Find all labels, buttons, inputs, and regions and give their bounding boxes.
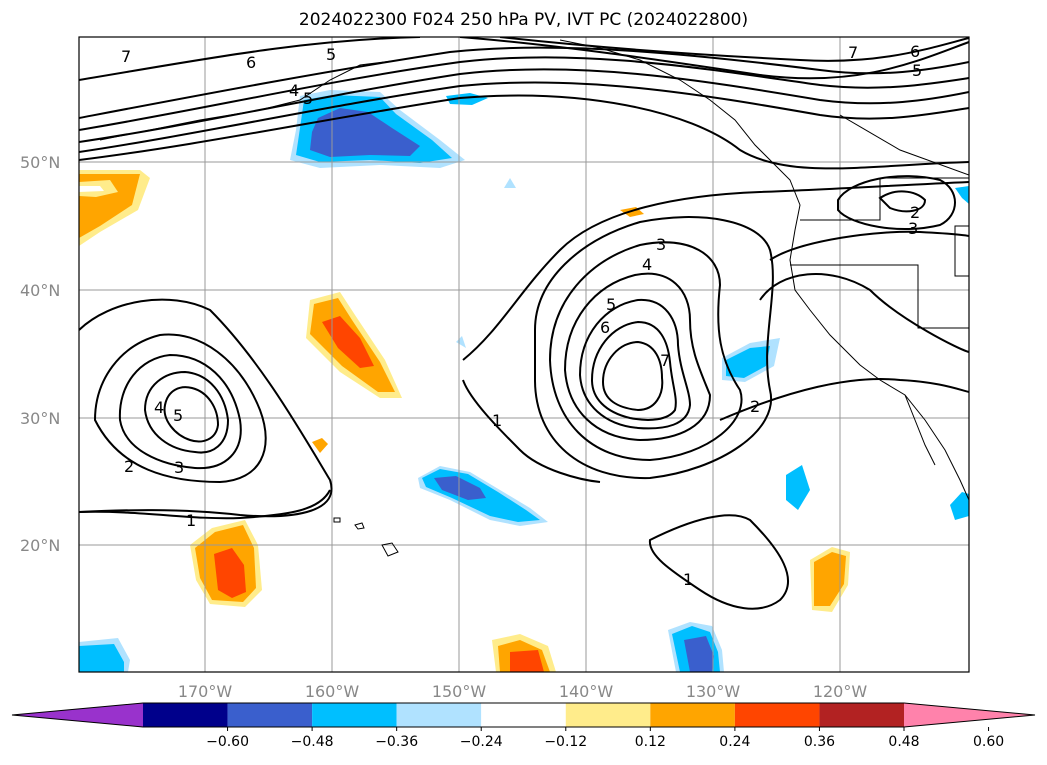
contour-label: 1 [492, 411, 502, 430]
contour-label: 5 [173, 406, 183, 425]
map-title: 2024022300 F024 250 hPa PV, IVT PC (2024… [298, 10, 749, 30]
lon-label-120w: 120°W [813, 682, 868, 701]
contour-label: 4 [642, 255, 652, 274]
contour-label: 4 [154, 398, 164, 417]
latitude-labels: 50°N 40°N 30°N 20°N [20, 153, 60, 555]
colorbar-segment [227, 703, 313, 727]
map-frame [78, 36, 970, 673]
colorbar-tick-label: 0.12 [635, 734, 666, 750]
lon-label-170w: 170°W [178, 682, 233, 701]
lat-label-50n: 50°N [20, 153, 60, 172]
contour-label: 2 [750, 397, 760, 416]
contour-label: 1 [186, 511, 196, 530]
ivt-shading [79, 90, 969, 672]
lat-label-40n: 40°N [20, 281, 60, 300]
colorbar-extend-max [904, 703, 1035, 727]
contour-label: 3 [908, 219, 918, 238]
colorbar-segment [312, 703, 397, 727]
contour-label: 1 [683, 570, 693, 589]
colorbar-tick-label: −0.60 [206, 734, 249, 750]
colorbar-segment [734, 703, 820, 727]
contour-label: 6 [600, 318, 610, 337]
contour-label: 5 [303, 89, 313, 108]
contour-label: 2 [124, 457, 134, 476]
contour-label: 6 [246, 53, 256, 72]
colorbar-extend-min [12, 703, 143, 727]
colorbar-tick-label: 0.48 [888, 734, 919, 750]
contour-label: 7 [848, 43, 858, 62]
contour-label: 3 [174, 458, 184, 477]
map-plot-area: 7 6 5 4 5 5 6 7 3 4 5 6 7 4 5 3 2 1 3 2 … [79, 37, 969, 672]
graticule [79, 37, 969, 672]
lon-label-130w: 130°W [686, 682, 741, 701]
contour-label: 2 [910, 203, 920, 222]
colorbar-segment [819, 703, 904, 727]
colorbar-tick-label: 0.60 [973, 734, 1004, 750]
colorbar-tick-label: 0.36 [804, 734, 835, 750]
colorbar-segment [650, 703, 735, 727]
colorbar-segment [396, 703, 482, 727]
colorbar-tick-label: −0.12 [544, 734, 587, 750]
contour-label: 5 [912, 61, 922, 80]
colorbar-segment [143, 703, 228, 727]
contour-label: 4 [289, 81, 299, 100]
colorbar-outline [11, 702, 1036, 728]
lat-label-20n: 20°N [20, 536, 60, 555]
contour-label: 5 [606, 295, 616, 314]
contour-label: 7 [121, 47, 131, 66]
lat-label-30n: 30°N [20, 409, 60, 428]
contour-label: 6 [910, 42, 920, 61]
contour-label: 3 [656, 235, 666, 254]
colorbar-tick-label: −0.24 [460, 734, 503, 750]
contour-label: 7 [660, 351, 670, 370]
colorbar: −0.60 −0.48 −0.36 −0.24 −0.12 0.12 0.24 0.36 0.4… [11, 702, 1036, 750]
colorbar-segment [481, 703, 566, 727]
lon-label-160w: 160°W [305, 682, 360, 701]
lon-label-150w: 150°W [432, 682, 487, 701]
lon-label-140w: 140°W [559, 682, 614, 701]
colorbar-segment [565, 703, 651, 727]
colorbar-tick-label: −0.36 [375, 734, 418, 750]
colorbar-tick-label: 0.24 [719, 734, 750, 750]
contour-labels: 7 6 5 4 5 5 6 7 3 4 5 6 7 4 5 3 2 1 3 2 … [121, 42, 922, 589]
contour-label: 5 [326, 45, 336, 64]
colorbar-tick-label: −0.48 [291, 734, 334, 750]
pv-contours [79, 37, 969, 610]
longitude-labels: 170°W 160°W 150°W 140°W 130°W 120°W [178, 682, 868, 701]
